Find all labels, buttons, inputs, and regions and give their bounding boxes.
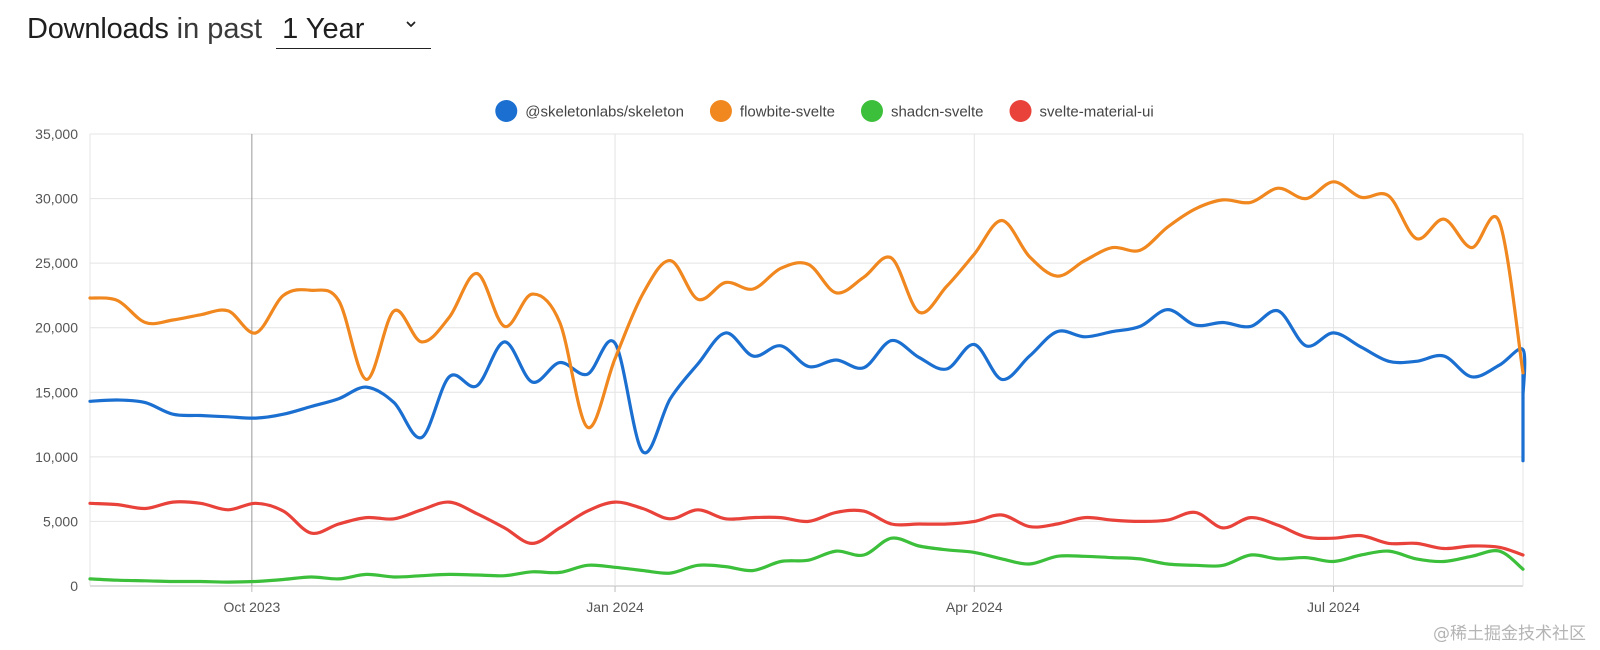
header-title: Downloads — [27, 12, 169, 45]
legend-item: shadcn-svelte — [860, 100, 984, 122]
x-tick-label: Jul 2024 — [1307, 599, 1360, 615]
legend-item: @skeletonlabs/skeleton — [495, 100, 684, 122]
chart-grid — [89, 133, 1524, 587]
y-tick-label: 25,000 — [35, 255, 78, 271]
series-line-flowbite-svelte — [88, 180, 1525, 429]
downloads-header: Downloads in past 1 Year — [27, 10, 432, 49]
legend-swatch — [495, 100, 518, 122]
legend-label: svelte-material-ui — [1040, 104, 1154, 121]
downloads-line-chart: @skeletonlabs/skeleton flowbite-svelte sha… — [35, 100, 1527, 615]
x-tick-label: Oct 2023 — [223, 599, 280, 615]
watermark: @稀土掘金技术社区 — [1433, 624, 1586, 644]
y-tick-label: 30,000 — [35, 191, 78, 207]
chart-legend: @skeletonlabs/skeleton flowbite-svelte sha… — [495, 100, 1154, 122]
y-tick-label: 0 — [70, 578, 78, 594]
period-select-value: 1 Year — [282, 12, 365, 45]
chevron-down-icon — [406, 21, 416, 27]
legend-label: @skeletonlabs/skeleton — [525, 104, 684, 121]
x-tick-label: Apr 2024 — [946, 599, 1003, 615]
y-tick-label: 20,000 — [35, 320, 78, 336]
legend-swatch — [1009, 100, 1032, 122]
series-line-shadcn-svelte — [88, 536, 1525, 584]
legend-swatch — [709, 100, 732, 122]
chart-axes: 0 5,000 10,000 15,000 20,000 25,000 30,000 35,0… — [35, 126, 1360, 615]
legend-swatch — [860, 100, 883, 122]
legend-item: svelte-material-ui — [1009, 100, 1154, 122]
legend-item: flowbite-svelte — [709, 100, 835, 122]
legend-label: flowbite-svelte — [740, 104, 835, 121]
downloads-chart: @skeletonlabs/skeleton flowbite-svelte sha… — [0, 90, 1600, 650]
y-tick-label: 10,000 — [35, 449, 78, 465]
header-subtitle: in past — [176, 12, 263, 45]
legend-label: shadcn-svelte — [891, 104, 984, 121]
series-line-skeletonlabs-skeleton — [88, 307, 1527, 463]
y-tick-label: 15,000 — [35, 384, 78, 400]
period-select[interactable]: 1 Year — [276, 10, 432, 49]
y-tick-label: 35,000 — [35, 126, 78, 142]
series-line-svelte-material-ui — [88, 500, 1525, 557]
y-tick-label: 5,000 — [43, 513, 78, 529]
chart-series — [88, 180, 1527, 584]
x-tick-label: Jan 2024 — [586, 599, 644, 615]
